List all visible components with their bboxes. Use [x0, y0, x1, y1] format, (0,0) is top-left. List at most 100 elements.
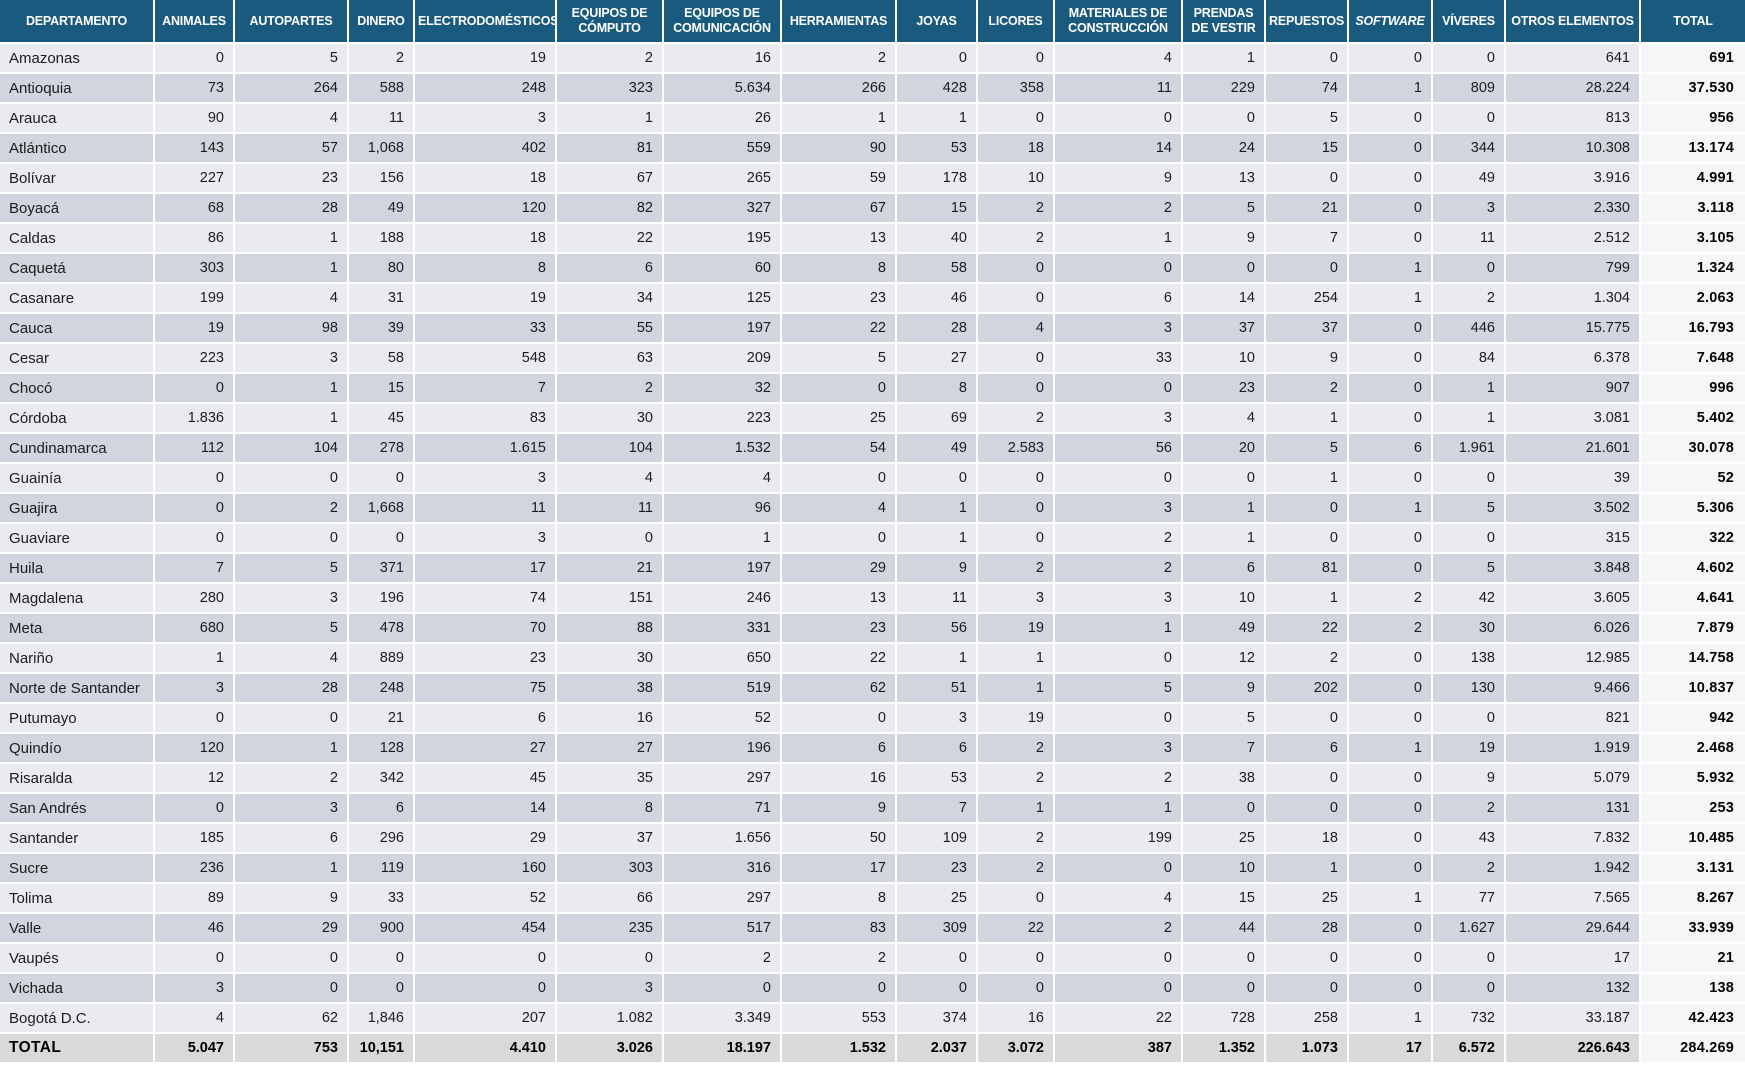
cell-viveres: 5 [1431, 552, 1506, 584]
cell-row-total: 42.423 [1639, 1002, 1745, 1034]
cell-electrodomesticos: 29 [413, 822, 557, 854]
cell-electrodomesticos: 19 [413, 282, 557, 314]
cell-herramientas: 22 [780, 642, 897, 674]
cell-licores: 2 [976, 732, 1055, 764]
cell-joyas: 428 [895, 72, 978, 104]
cell-herramientas: 2 [780, 942, 897, 974]
cell-repuestos: 0 [1264, 792, 1349, 824]
cell-animales: 68 [153, 192, 235, 224]
cell-otros-elementos: 1.919 [1504, 732, 1641, 764]
cell-herramientas: 2 [780, 42, 897, 74]
cell-repuestos: 25 [1264, 882, 1349, 914]
cell-animales: 0 [153, 522, 235, 554]
cell-repuestos: 0 [1264, 702, 1349, 734]
cell-equipos-de-computo: 66 [555, 882, 664, 914]
cell-equipos-de-comunicacion: 331 [662, 612, 782, 644]
department-label: Bogotá D.C. [0, 1002, 155, 1034]
cell-licores: 0 [976, 372, 1055, 404]
cell-herramientas: 83 [780, 912, 897, 944]
cell-equipos-de-comunicacion: 265 [662, 162, 782, 194]
cell-repuestos: 81 [1264, 552, 1349, 584]
table-row-arauca: Arauca 90 4 11 3 1 26 1 1 0 0 0 5 0 0 813 956 [0, 102, 1745, 134]
cell-otros-elementos: 813 [1504, 102, 1641, 134]
cell-herramientas: 23 [780, 282, 897, 314]
column-header-software: SOFTWARE [1347, 0, 1433, 44]
cell-viveres: 0 [1431, 942, 1506, 974]
cell-prendas-de-vestir: 44 [1181, 912, 1266, 944]
cell-prendas-de-vestir: 1 [1181, 492, 1266, 524]
cell-software: 2 [1347, 612, 1433, 644]
cell-herramientas: 62 [780, 672, 897, 704]
cell-viveres: 0 [1431, 702, 1506, 734]
cell-electrodomesticos: 52 [413, 882, 557, 914]
cell-row-total: 2.063 [1639, 282, 1745, 314]
cell-joyas: 374 [895, 1002, 978, 1034]
cell-animales: 1 [153, 642, 235, 674]
cell-animales: 680 [153, 612, 235, 644]
cell-viveres: 0 [1431, 42, 1506, 74]
cell-licores: 0 [976, 42, 1055, 74]
cell-animales: 0 [153, 372, 235, 404]
cell-electrodomesticos: 1.615 [413, 432, 557, 464]
cell-software: 0 [1347, 42, 1433, 74]
cell-repuestos: 0 [1264, 162, 1349, 194]
cell-materiales-de-construccion: 3 [1053, 582, 1183, 614]
cell-row-total: 5.932 [1639, 762, 1745, 794]
department-label: Tolima [0, 882, 155, 914]
cell-prendas-de-vestir: 49 [1181, 612, 1266, 644]
cell-repuestos: 0 [1264, 252, 1349, 284]
cell-prendas-de-vestir: 229 [1181, 72, 1266, 104]
cell-autopartes: 5 [233, 552, 349, 584]
cell-joyas: 23 [895, 852, 978, 884]
table-row-atlantico: Atlántico 143 57 1,068 402 81 559 90 53 18 14 24 15 0… [0, 132, 1745, 164]
grand-total-row: TOTAL 5.047 753 10,151 4.410 3.026 18.197 1.532… [0, 1032, 1745, 1064]
cell-animales: 19 [153, 312, 235, 344]
cell-autopartes: 1 [233, 222, 349, 254]
cell-licores: 0 [976, 252, 1055, 284]
cell-equipos-de-computo: 1 [555, 102, 664, 134]
cell-equipos-de-computo: 35 [555, 762, 664, 794]
cell-row-total: 5.306 [1639, 492, 1745, 524]
cell-equipos-de-computo: 34 [555, 282, 664, 314]
cell-equipos-de-computo: 151 [555, 582, 664, 614]
cell-otros-elementos: 6.026 [1504, 612, 1641, 644]
table-row-valle: Valle 46 29 900 454 235 517 83 309 22 2 44 28 0 1.627 2… [0, 912, 1745, 944]
cell-electrodomesticos: 6 [413, 702, 557, 734]
cell-equipos-de-computo: 81 [555, 132, 664, 164]
cell-otros-elementos: 641 [1504, 42, 1641, 74]
department-label: Magdalena [0, 582, 155, 614]
cell-equipos-de-computo: 63 [555, 342, 664, 374]
cell-autopartes: 62 [233, 1002, 349, 1034]
cell-animales: 0 [153, 792, 235, 824]
cell-animales: 185 [153, 822, 235, 854]
cell-otros-elementos: 17 [1504, 942, 1641, 974]
cell-prendas-de-vestir: 728 [1181, 1002, 1266, 1034]
cell-otros-elementos: 28.224 [1504, 72, 1641, 104]
cell-dinero: 296 [347, 822, 415, 854]
cell-row-total: 253 [1639, 792, 1745, 824]
cell-joyas: 11 [895, 582, 978, 614]
cell-equipos-de-computo: 38 [555, 672, 664, 704]
cell-materiales-de-construccion: 4 [1053, 42, 1183, 74]
cell-prendas-de-vestir: 0 [1181, 972, 1266, 1004]
cell-prendas-de-vestir: 7 [1181, 732, 1266, 764]
cell-autopartes: 2 [233, 492, 349, 524]
column-header-viveres: VÍVERES [1431, 0, 1506, 44]
cell-equipos-de-comunicacion: 517 [662, 912, 782, 944]
cell-software: 0 [1347, 222, 1433, 254]
column-header-prendas-de-vestir: PRENDAS DE VESTIR [1181, 0, 1266, 44]
cell-prendas-de-vestir: 38 [1181, 762, 1266, 794]
cell-animales: 120 [153, 732, 235, 764]
cell-otros-elementos: 3.605 [1504, 582, 1641, 614]
cell-materiales-de-construccion: 0 [1053, 972, 1183, 1004]
cell-viveres: 84 [1431, 342, 1506, 374]
cell-software: 0 [1347, 342, 1433, 374]
cell-prendas-de-vestir: 13 [1181, 162, 1266, 194]
cell-autopartes: 2 [233, 762, 349, 794]
cell-otros-elementos: 15.775 [1504, 312, 1641, 344]
column-header-total: TOTAL [1639, 0, 1745, 44]
table-row-san-andres: San Andrés 0 3 6 14 8 71 9 7 1 1 0 0 0 2 131 253 [0, 792, 1745, 824]
cell-materiales-de-construccion: 4 [1053, 882, 1183, 914]
table-row-choco: Chocó 0 1 15 7 2 32 0 8 0 0 23 2 0 1 907 996 [0, 372, 1745, 404]
cell-autopartes: 0 [233, 522, 349, 554]
